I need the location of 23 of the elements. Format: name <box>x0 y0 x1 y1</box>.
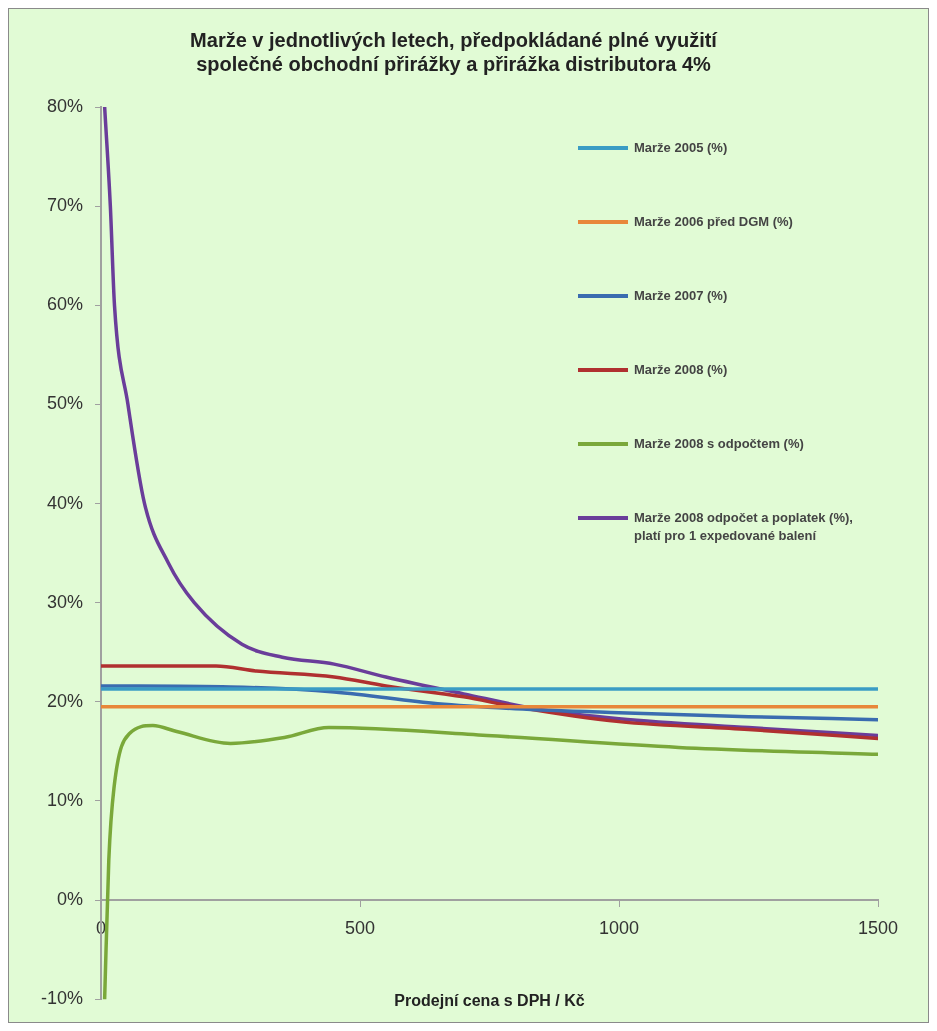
legend-label: Marže 2006 před DGM (%) <box>634 213 793 231</box>
legend-label: Marže 2005 (%) <box>634 139 728 157</box>
legend-label: Marže 2008 odpočet a poplatek (%), platí pro 1 expedované balení <box>634 509 854 545</box>
y-tick-label: 70% <box>46 195 84 216</box>
line-series <box>102 107 878 738</box>
y-tick-label: 20% <box>46 690 84 711</box>
y-tick-label: 0% <box>57 889 84 910</box>
x-tick-label: 1000 <box>598 917 640 938</box>
y-tick-label: 10% <box>46 789 84 810</box>
y-tick-label: 40% <box>46 492 84 513</box>
y-tick-label: 60% <box>46 294 84 315</box>
legend-label: Marže 2008 (%) <box>634 361 728 379</box>
x-tick-label: 500 <box>344 917 376 938</box>
chart-title: Marže v jednotlivých letech, předpokládané plné využití společné obchodní přirážky a přirážka distributora 4% <box>190 28 719 75</box>
y-tick-label: -10% <box>40 988 84 1009</box>
y-tick-label: 50% <box>46 393 84 414</box>
x-axis-title: Prodejní cena s DPH / Kč <box>394 991 585 1009</box>
line-series <box>101 664 878 741</box>
y-tick-label: 80% <box>46 95 84 116</box>
legend-label: Marže 2008 s odpočtem (%) <box>634 435 804 453</box>
y-tick-label: 30% <box>46 591 84 612</box>
legend-label: Marže 2007 (%) <box>634 287 728 305</box>
x-tick-label: 1500 <box>857 917 899 938</box>
